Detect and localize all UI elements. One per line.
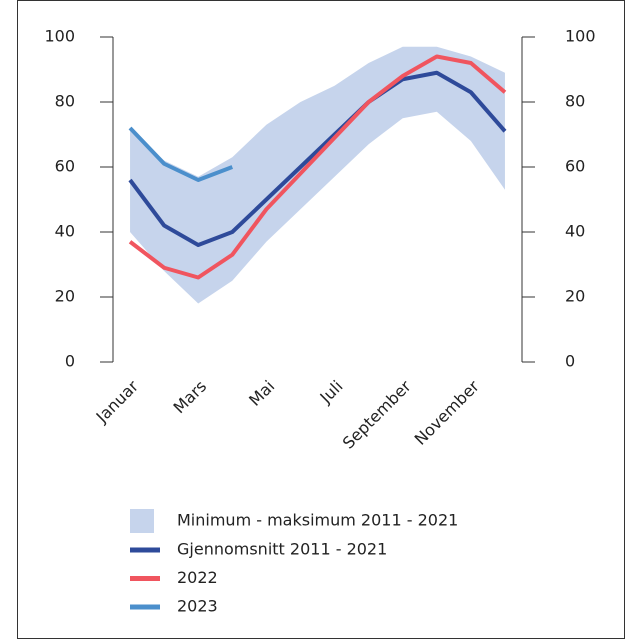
line-series [128,70,507,247]
y-tick-label: 100 [44,27,75,46]
legend-label: Gjennomsnitt 2011 - 2021 [177,540,387,559]
legend-label: Minimum - maksimum 2011 - 2021 [177,511,458,530]
y-tick-label: 60 [55,157,75,176]
x-tick-label: Mars [170,377,211,418]
legend-swatch [130,509,154,533]
y-tick-label: 80 [55,92,75,111]
y2-tick-label: 40 [565,222,585,241]
x-tick-label: November [411,376,484,449]
y2-tick-label: 80 [565,92,585,111]
y-tick-label: 40 [55,222,75,241]
x-tick-label: Juli [316,377,347,408]
y2-tick-label: 20 [565,287,585,306]
x-tick-label: September [339,376,415,452]
y-tick-label: 0 [65,352,75,371]
y2-tick-label: 60 [565,157,585,176]
line-series [128,126,234,182]
legend-label: 2023 [177,597,218,616]
x-tick-label: Januar [92,376,143,427]
x-tick-label: Mai [245,377,278,410]
legend-label: 2022 [177,568,218,587]
y2-tick-label: 100 [565,27,596,46]
line-series [128,54,507,280]
y-tick-label: 20 [55,287,75,306]
y2-tick-label: 0 [565,352,575,371]
range-band [130,46,505,304]
